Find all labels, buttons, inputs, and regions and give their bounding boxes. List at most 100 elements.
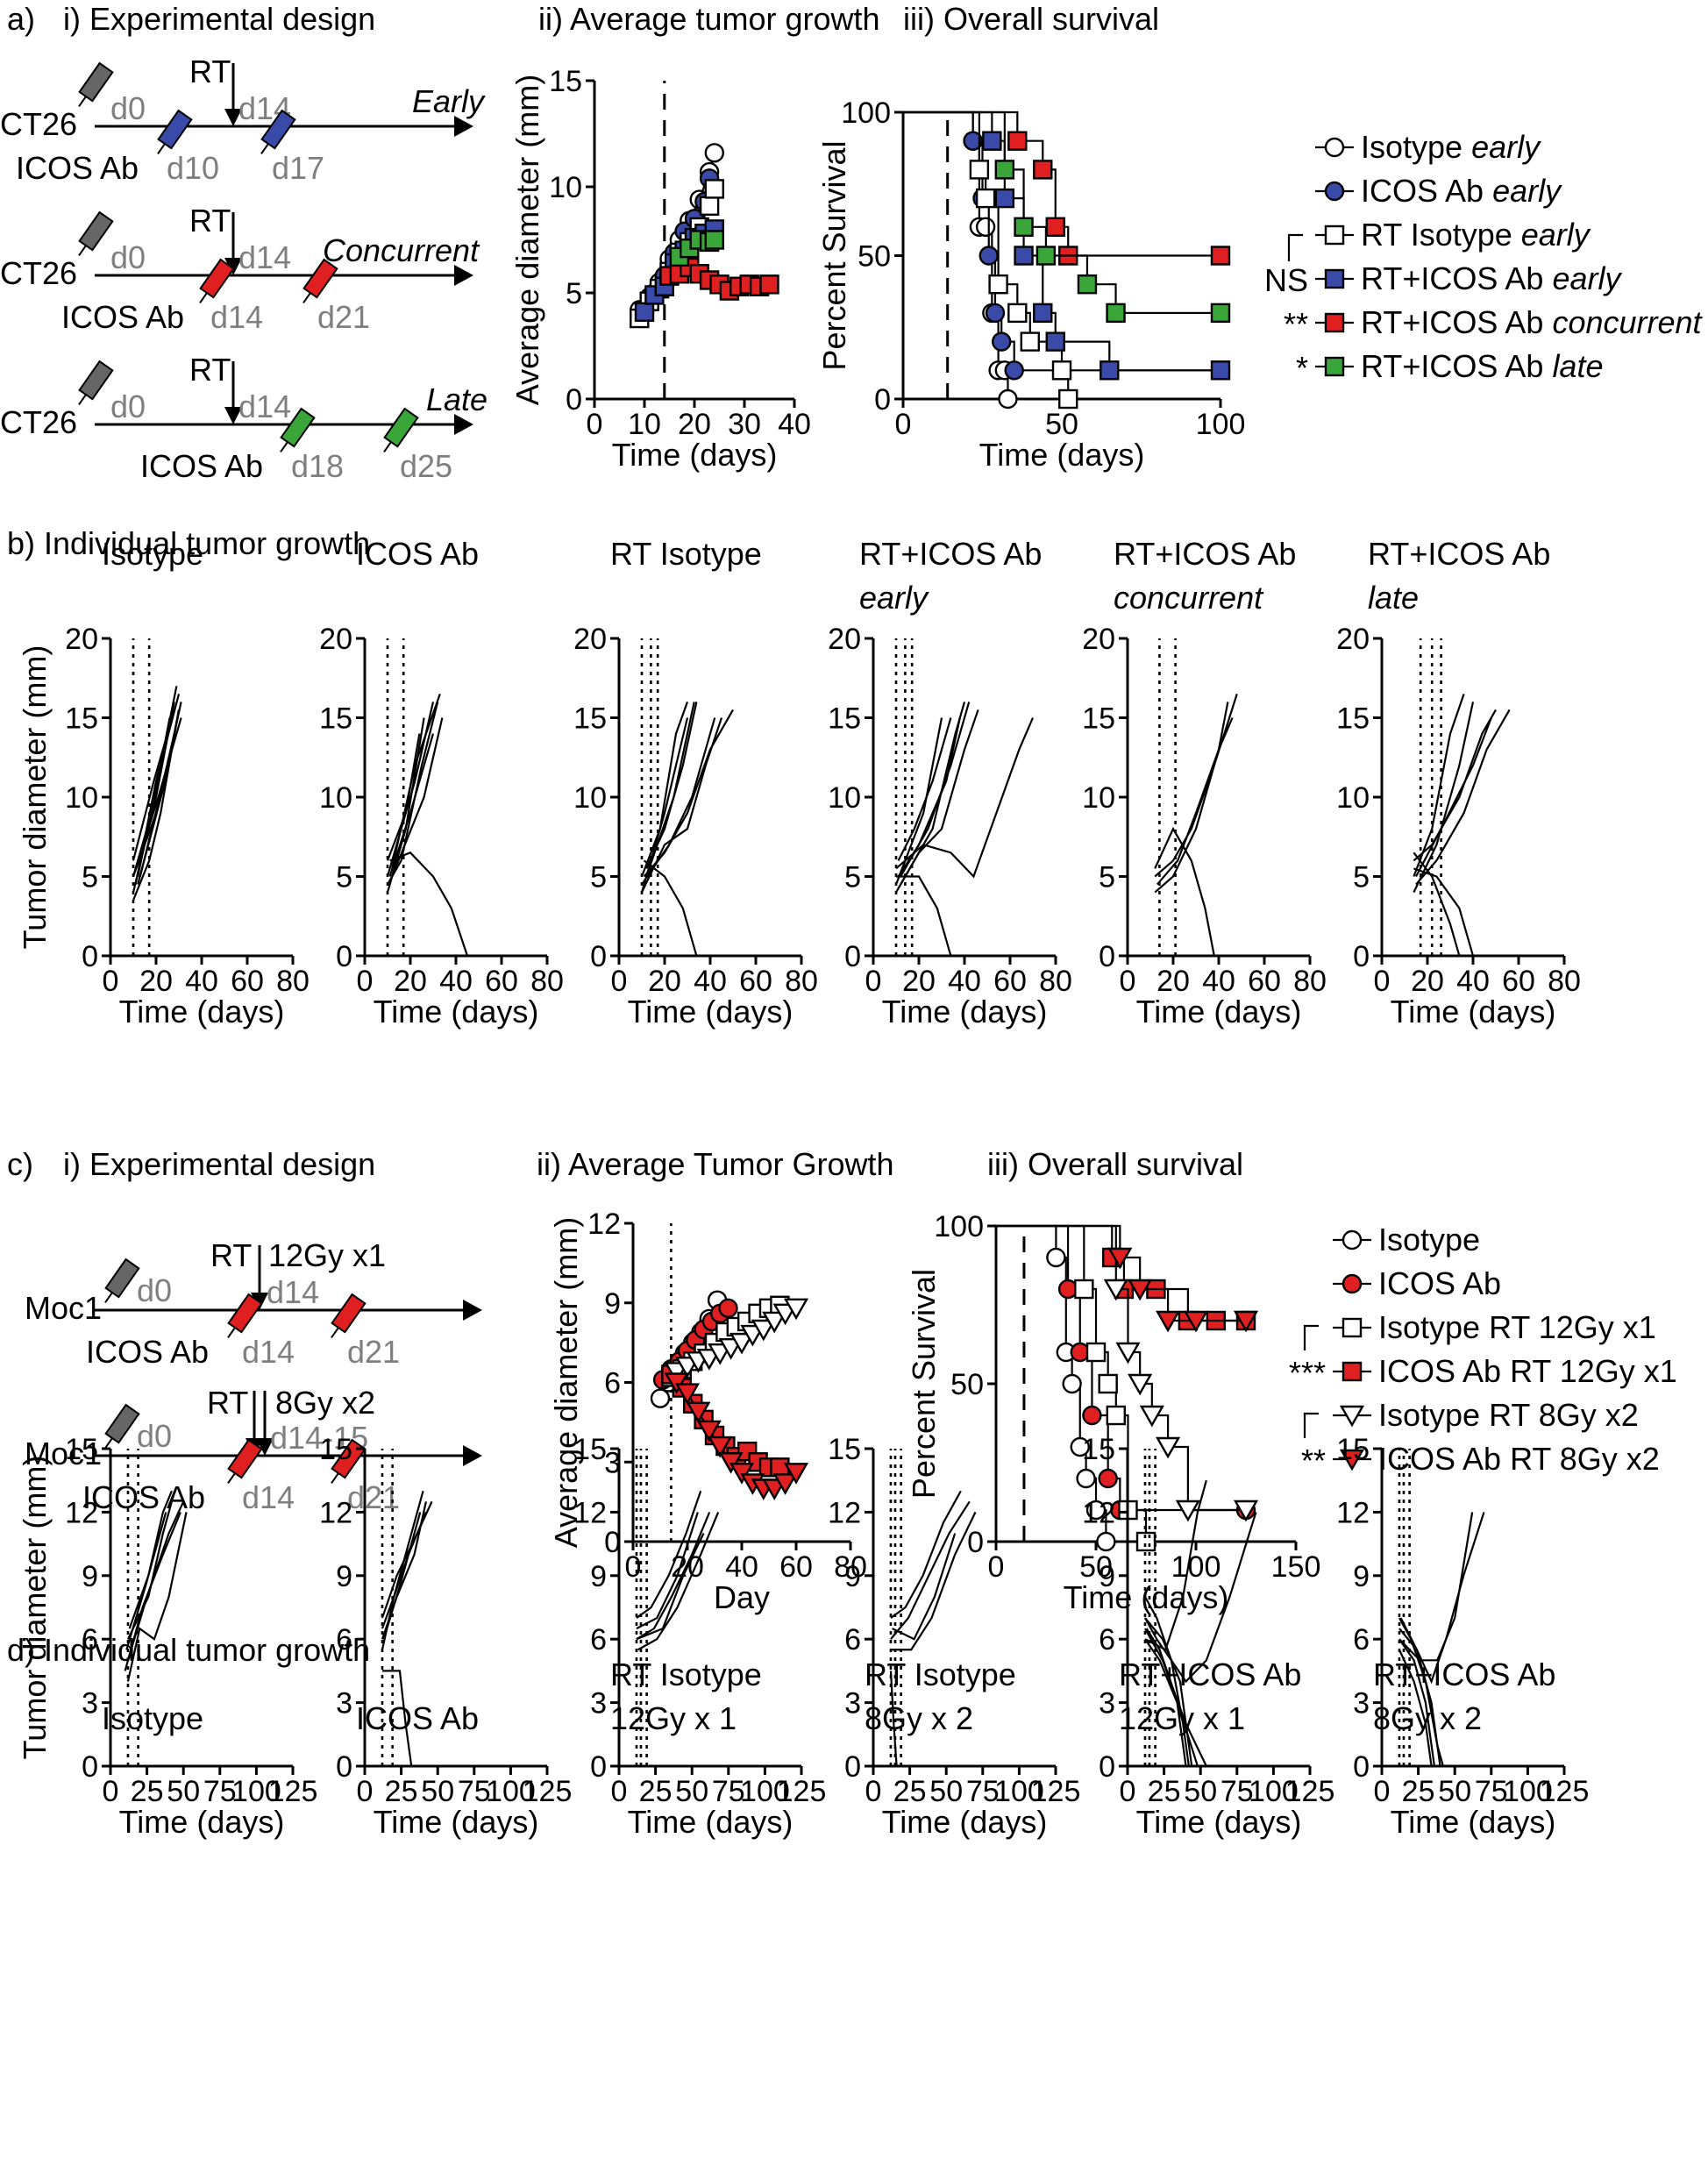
legend-text-italic: early [1521, 217, 1591, 253]
y-tick-label: 6 [336, 1623, 352, 1656]
mouse-tumor-curve [126, 1490, 176, 1640]
x-tick-label: 80 [1039, 965, 1072, 998]
x-axis-label: Time (days) [628, 1804, 794, 1840]
survival-point [992, 331, 1012, 352]
x-tick-label: 80 [834, 1550, 867, 1584]
growth-point [783, 1298, 809, 1321]
x-tick-label: 60 [231, 965, 264, 998]
x-tick-label: 0 [895, 408, 912, 441]
x-tick-label: 20 [394, 965, 427, 998]
x-tick-label: 100 [1503, 1775, 1553, 1808]
x-tick-label: 50 [1184, 1775, 1217, 1808]
x-tick-label: 125 [1540, 1775, 1590, 1808]
panel-a-label: a) [7, 1, 35, 37]
mouse-tumor-curve [643, 859, 698, 957]
y-axis-label: Average diameter (mm) [509, 75, 545, 405]
legend-text-italic: early [1552, 260, 1622, 296]
survival-point [1014, 217, 1034, 238]
legend-text-italic: late [1552, 348, 1603, 384]
timeline-8gy-ab-d2: d21 [347, 1479, 400, 1515]
timeline-12gy-ab-d1: d14 [242, 1334, 295, 1370]
timeline-12gy-d0: d0 [137, 1272, 172, 1308]
mouse-tumor-curve [139, 702, 182, 877]
y-tick-label: 0 [336, 940, 352, 973]
timeline-concurrent-ab-d2: d21 [317, 299, 370, 335]
timeline-early-ab-d1: d10 [167, 150, 219, 186]
y-tick-label: 20 [1336, 623, 1370, 656]
x-tick-label: 40 [185, 965, 218, 998]
y-tick-label: 12 [1082, 1496, 1115, 1529]
legend-text: ICOS Ab [1361, 173, 1492, 209]
significance-bracket [1303, 1412, 1319, 1438]
legend-marker-icon [1339, 1449, 1365, 1471]
series-icos-ab-early [903, 110, 1231, 381]
survival-curve [996, 1224, 1246, 1322]
y-tick-label: 10 [65, 781, 98, 815]
x-tick-label: 0 [865, 1775, 882, 1808]
series-icos-ab [996, 1224, 1256, 1521]
y-tick-label: 0 [604, 1526, 621, 1559]
mouse-tumor-curve [894, 717, 943, 885]
x-tick-label: 50 [675, 1775, 708, 1808]
x-tick-label: 0 [1120, 1775, 1136, 1808]
legend-marker-icon [1341, 1361, 1363, 1382]
survival-point [1077, 274, 1098, 295]
survival-point [1210, 360, 1231, 381]
x-tick-label: 0 [865, 965, 882, 998]
legend-label: ICOS Ab RT 8Gy x2 [1378, 1441, 1660, 1477]
growth-point [704, 230, 724, 250]
y-tick-label: 50 [950, 1368, 984, 1401]
timeline-early-arm: Early [412, 83, 486, 119]
series-icos-ab-rt-12gy-x1 [996, 1224, 1256, 1331]
legend-label: Isotype RT 12Gy x1 [1378, 1309, 1656, 1345]
mouse-tumor-curve [900, 702, 966, 886]
x-tick-label: 75 [203, 1775, 237, 1808]
y-tick-label: 9 [604, 1287, 621, 1321]
mouse-tumor-curve [890, 1500, 971, 1640]
legend-item: Isotype [1333, 1222, 1480, 1257]
series-isotype-early [903, 110, 1018, 410]
x-tick-label: 25 [131, 1775, 164, 1808]
mouse-tumor-curve [1144, 1628, 1207, 1767]
growth-point [696, 1420, 722, 1443]
x-tick-label: 0 [1374, 1775, 1391, 1808]
x-axis-label: Time (days) [374, 994, 539, 1030]
x-tick-label: 150 [1271, 1550, 1321, 1584]
x-tick-label: 25 [893, 1775, 927, 1808]
mouse-tumor-curve [386, 733, 421, 861]
survival-point [985, 303, 1006, 324]
y-axis-label: Percent Survival [906, 1269, 942, 1499]
x-tick-label: 50 [1045, 408, 1078, 441]
timeline-concurrent-cell: CT26 [0, 255, 77, 291]
mouse-tumor-curve [1154, 826, 1215, 957]
survival-point [1033, 160, 1053, 180]
x-tick-label: 40 [948, 965, 981, 998]
mouse-tumor-curve [895, 717, 1035, 879]
legend-text-italic: early [1492, 173, 1562, 209]
y-tick-label: 5 [1353, 861, 1370, 894]
timeline-late-cell: CT26 [0, 404, 77, 440]
y-tick-label: 5 [1099, 861, 1115, 894]
legend-marker-icon [1341, 1273, 1363, 1294]
growth-point [759, 274, 779, 295]
timeline-late-ab: ICOS Ab [140, 448, 263, 484]
survival-point [1106, 303, 1126, 324]
x-tick-label: 0 [1374, 965, 1391, 998]
mouse-tumor-curve [387, 702, 439, 886]
x-tick-label: 25 [1402, 1775, 1435, 1808]
mouse-tumor-curve [1398, 1512, 1485, 1685]
x-axis-label: Time (days) [612, 437, 778, 473]
survival-point [1098, 1468, 1118, 1489]
mouse-tumor-curve [636, 1511, 711, 1641]
x-tick-label: 0 [357, 1775, 374, 1808]
panel-a-design-title: i) Experimental design [63, 1, 375, 37]
timeline-late: RT CT26 d0 d14 Late ICOS Ab d18 d25 [0, 352, 487, 484]
timeline-concurrent: RT CT26 d0 d14 Concurrent ICOS Ab d14 d2… [0, 203, 480, 335]
mouse-tumor-curve [388, 733, 435, 877]
rt-arrow-icon [224, 109, 242, 126]
x-tick-label: 20 [139, 965, 173, 998]
survival-point [1107, 1247, 1133, 1270]
